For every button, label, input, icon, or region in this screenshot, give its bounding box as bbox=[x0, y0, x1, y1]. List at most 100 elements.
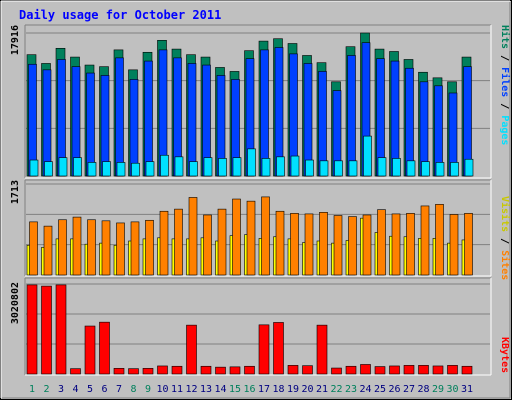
x-label-day-3: 3 bbox=[58, 384, 64, 395]
bar-sites-day-25 bbox=[377, 209, 386, 276]
panel-bars bbox=[26, 32, 474, 177]
bar-pages-day-30 bbox=[450, 162, 459, 177]
bar-kbytes-day-27 bbox=[403, 365, 415, 375]
x-label-day-4: 4 bbox=[72, 384, 78, 395]
x-label-day-1: 1 bbox=[29, 384, 35, 395]
panel-bars bbox=[26, 196, 473, 276]
bar-pages-day-25 bbox=[377, 157, 387, 177]
bar-kbytes-day-28 bbox=[418, 365, 429, 375]
x-label-day-18: 18 bbox=[272, 384, 284, 395]
bar-files-day-5 bbox=[86, 72, 95, 177]
bar-pages-day-23 bbox=[348, 160, 358, 177]
bar-pages-day-14 bbox=[218, 158, 227, 177]
bar-sites-day-30 bbox=[449, 214, 459, 276]
bar-kbytes-day-14 bbox=[215, 366, 226, 375]
bar-sites-day-9 bbox=[145, 219, 154, 276]
bar-pages-day-31 bbox=[464, 158, 474, 177]
panel-kbytes: 3020802 KBytes bbox=[10, 277, 510, 376]
x-label-day-13: 13 bbox=[200, 384, 212, 395]
bar-kbytes-day-11 bbox=[171, 365, 183, 375]
bar-pages-day-16 bbox=[247, 148, 256, 177]
bar-files-day-23 bbox=[347, 55, 356, 177]
panel-bars bbox=[26, 284, 473, 375]
x-label-day-29: 29 bbox=[432, 384, 444, 395]
bar-pages-day-24 bbox=[363, 135, 372, 177]
bar-sites-day-28 bbox=[420, 205, 430, 276]
bar-sites-day-2 bbox=[43, 225, 53, 276]
bar-sites-day-20 bbox=[304, 213, 314, 276]
bar-kbytes-day-4 bbox=[70, 368, 81, 375]
bar-sites-day-3 bbox=[58, 219, 67, 276]
bar-pages-day-11 bbox=[174, 156, 184, 177]
bar-kbytes-day-3 bbox=[55, 284, 67, 375]
bar-sites-day-4 bbox=[72, 216, 82, 276]
bar-sites-day-29 bbox=[435, 204, 444, 276]
x-label-day-25: 25 bbox=[374, 384, 386, 395]
x-label-day-28: 28 bbox=[417, 384, 429, 395]
bar-kbytes-day-26 bbox=[389, 365, 400, 375]
panel-hits-files-pages: 17916 Hits / Files / Pages bbox=[10, 24, 511, 179]
x-label-day-23: 23 bbox=[345, 384, 357, 395]
bar-pages-day-27 bbox=[406, 160, 416, 177]
legend-visits-sites: Visits / Sites bbox=[499, 196, 511, 280]
bar-sites-day-7 bbox=[116, 222, 125, 276]
bar-files-day-8 bbox=[129, 79, 139, 177]
bar-kbytes-day-30 bbox=[447, 365, 458, 375]
bar-sites-day-22 bbox=[333, 215, 343, 276]
bar-kbytes-day-13 bbox=[200, 365, 212, 375]
bar-kbytes-day-2 bbox=[41, 285, 52, 375]
x-label-day-30: 30 bbox=[446, 384, 458, 395]
bar-kbytes-day-25 bbox=[374, 366, 386, 375]
x-label-day-7: 7 bbox=[116, 384, 122, 395]
bar-sites-day-15 bbox=[232, 198, 241, 276]
bar-kbytes-day-18 bbox=[273, 322, 284, 375]
bar-files-day-2 bbox=[42, 69, 52, 177]
bar-kbytes-day-10 bbox=[157, 365, 168, 375]
x-label-day-14: 14 bbox=[214, 384, 226, 395]
legend-kbytes: KBytes bbox=[499, 337, 510, 373]
bar-kbytes-day-20 bbox=[302, 365, 313, 375]
bar-files-day-20 bbox=[303, 63, 313, 177]
bar-pages-day-5 bbox=[87, 162, 97, 177]
x-label-day-2: 2 bbox=[43, 384, 49, 395]
bar-kbytes-day-31 bbox=[461, 365, 473, 375]
bar-kbytes-day-7 bbox=[113, 368, 125, 375]
bar-sites-day-31 bbox=[464, 213, 473, 276]
legend-part: Files bbox=[499, 67, 511, 97]
bar-pages-day-29 bbox=[435, 162, 445, 177]
bar-sites-day-5 bbox=[87, 219, 96, 276]
bar-sites-day-6 bbox=[101, 220, 111, 276]
x-label-day-9: 9 bbox=[145, 384, 151, 395]
bar-sites-day-13 bbox=[203, 214, 212, 276]
bar-sites-day-21 bbox=[319, 212, 328, 276]
bar-sites-day-26 bbox=[391, 213, 401, 276]
bar-pages-day-20 bbox=[305, 159, 314, 177]
bar-files-day-27 bbox=[405, 67, 414, 177]
bar-pages-day-12 bbox=[189, 161, 198, 177]
y-max-label: 3020802 bbox=[10, 282, 21, 324]
bar-sites-day-17 bbox=[261, 196, 270, 276]
bar-pages-day-17 bbox=[261, 158, 271, 177]
bar-pages-day-28 bbox=[421, 161, 430, 177]
x-label-day-24: 24 bbox=[359, 384, 371, 395]
bar-sites-day-19 bbox=[290, 213, 299, 276]
bar-files-day-17 bbox=[260, 49, 269, 177]
bar-sites-day-23 bbox=[348, 216, 357, 276]
bar-sites-day-12 bbox=[188, 197, 198, 276]
bar-sites-day-27 bbox=[406, 213, 415, 276]
bar-sites-day-1 bbox=[29, 221, 38, 276]
bar-pages-day-8 bbox=[131, 162, 140, 177]
bar-kbytes-day-8 bbox=[128, 368, 139, 375]
bar-kbytes-day-6 bbox=[99, 321, 110, 375]
x-label-day-16: 16 bbox=[243, 384, 255, 395]
x-label-day-17: 17 bbox=[258, 384, 270, 395]
bar-pages-day-15 bbox=[232, 157, 242, 177]
bar-kbytes-day-17 bbox=[258, 324, 270, 375]
bar-kbytes-day-19 bbox=[287, 365, 299, 375]
bar-kbytes-day-22 bbox=[331, 367, 342, 375]
x-label-day-21: 21 bbox=[316, 384, 328, 395]
x-label-day-19: 19 bbox=[287, 384, 299, 395]
bar-pages-day-13 bbox=[203, 157, 213, 177]
bar-kbytes-day-15 bbox=[229, 366, 241, 375]
bar-sites-day-10 bbox=[159, 210, 169, 276]
